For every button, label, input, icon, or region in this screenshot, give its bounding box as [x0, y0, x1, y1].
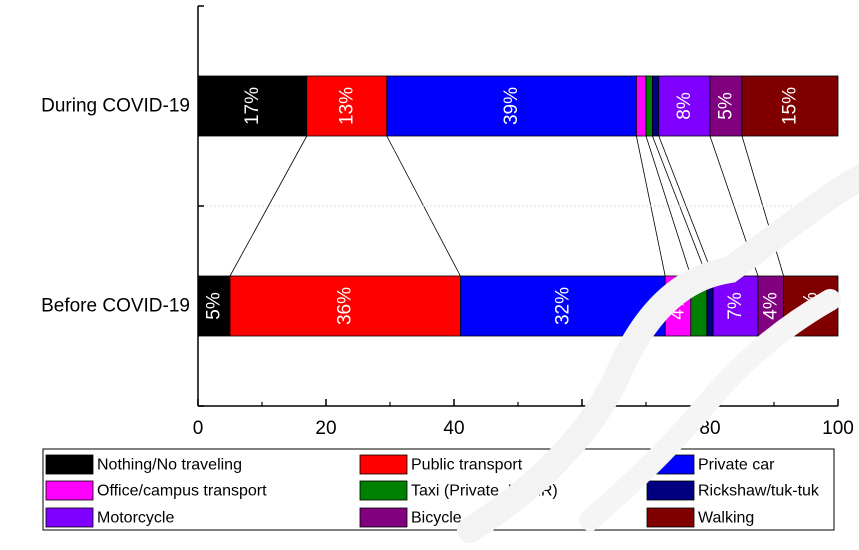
segment-label-before-6: 7%: [725, 292, 746, 320]
bar-segment-during-4: [645, 75, 653, 137]
axes: 0 20 40 60 80 100 During COVID-19 Before COVID-…: [41, 5, 854, 439]
bar-segment-during-6: [658, 75, 711, 137]
legend-swatch-4: [359, 480, 408, 501]
legend-swatch-6: [45, 507, 94, 528]
segment-label-during-7: 5%: [716, 92, 737, 120]
x-tick-label-60: 60: [571, 418, 592, 439]
legend-swatch-1: [359, 454, 408, 475]
legend-label-1: Public transport: [411, 457, 523, 474]
legend-swatch-2: [646, 454, 695, 475]
legend-swatch-7: [359, 507, 408, 528]
legend-swatch-3: [45, 480, 94, 501]
bar-segment-during-5: [652, 75, 660, 137]
segment-label-before-1: 36%: [335, 287, 356, 325]
segment-label-before-2: 32%: [552, 287, 573, 325]
bar-segment-before-0: [197, 275, 231, 337]
bar-segment-before-4: [690, 275, 708, 337]
legend-label-0: Nothing/No traveling: [97, 457, 242, 474]
x-tick-label-20: 20: [315, 418, 336, 439]
legend: Nothing/No traveling Public transport Priv…: [42, 448, 835, 531]
connector-line-4: [645, 135, 692, 277]
bar-segment-during-2: [386, 75, 637, 137]
bar-segment-during-7: [709, 75, 743, 137]
legend-label-7: Bicycle: [411, 510, 462, 527]
x-tick-label-40: 40: [443, 418, 464, 439]
x-tick-label-80: 80: [699, 418, 720, 439]
segment-label-before-7: 4%: [760, 292, 781, 320]
legend-swatch-8: [646, 507, 695, 528]
bar-segment-during-1: [306, 75, 388, 137]
x-tick-label-0: 0: [193, 418, 204, 439]
legend-label-4: Taxi (Private, UBER): [411, 483, 558, 500]
legend-label-5: Rickshaw/tuk-tuk: [698, 483, 820, 500]
segment-label-before-3: 4%: [668, 292, 689, 320]
legend-label-8: Walking: [698, 510, 754, 527]
connector-line-1: [229, 135, 308, 277]
segment-label-before-8: 8%: [800, 292, 821, 320]
segment-label-during-6: 8%: [674, 92, 695, 120]
bar-segment-during-3: [636, 75, 647, 137]
segment-label-during-0: 17%: [242, 87, 263, 125]
legend-label-6: Motorcycle: [97, 510, 174, 527]
segment-label-during-2: 39%: [501, 87, 522, 125]
x-tick-label-100: 100: [822, 418, 854, 439]
segment-label-during-1: 13%: [336, 87, 357, 125]
stacked-bar-chart: 17% 13% 39% 8% 5% 15% 5% 36% 32% 4% 7% 4% 8% 0 20 40 60…: [41, 5, 854, 531]
segment-label-during-8: 15%: [780, 87, 801, 125]
bar-segment-during-8: [741, 75, 839, 137]
legend-label-2: Private car: [698, 457, 775, 474]
bar-segment-before-5: [706, 275, 714, 337]
bar-segment-during-0: [197, 75, 308, 137]
legend-swatch-5: [646, 480, 695, 501]
legend-label-3: Office/campus transport: [97, 483, 267, 500]
category-label-before: Before COVID-19: [41, 296, 190, 317]
legend-swatch-0: [45, 454, 94, 475]
category-label-during: During COVID-19: [41, 96, 190, 117]
segment-label-before-0: 5%: [204, 292, 225, 320]
